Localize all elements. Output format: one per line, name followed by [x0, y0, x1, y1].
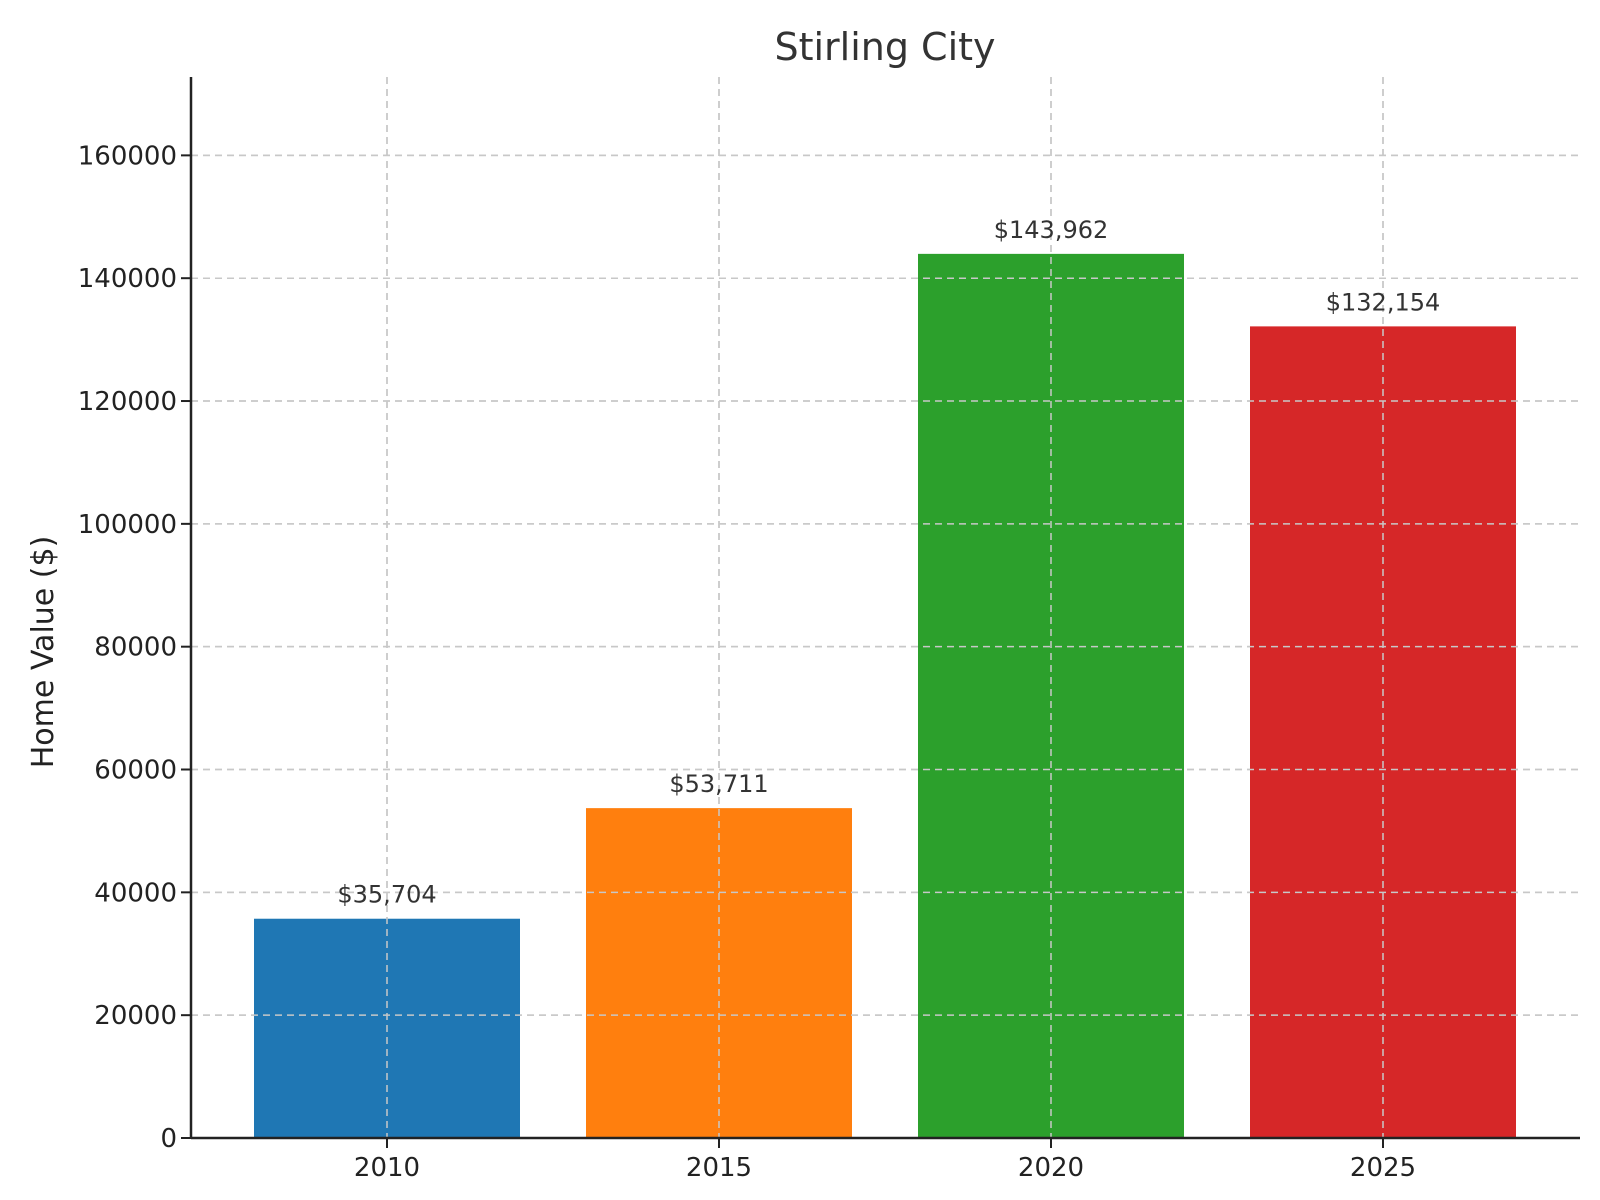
y-tick-label-160000: 160000 — [78, 141, 177, 171]
chart-title: Stirling City — [774, 25, 995, 69]
data-label-2010: $35,704 — [337, 881, 436, 909]
x-tick-label-2015: 2015 — [686, 1153, 752, 1183]
y-tick-label-80000: 80000 — [94, 633, 177, 663]
axes — [181, 77, 1580, 1148]
x-tick-label-2010: 2010 — [354, 1153, 420, 1183]
y-tick-label-100000: 100000 — [78, 510, 177, 540]
y-tick-label-40000: 40000 — [94, 878, 177, 908]
y-tick-label-20000: 20000 — [94, 1001, 177, 1031]
y-tick-label-120000: 120000 — [78, 387, 177, 417]
y-axis-label: Home Value ($) — [26, 536, 61, 769]
y-tick-label-0: 0 — [160, 1124, 177, 1154]
data-label-2020: $143,962 — [994, 216, 1109, 244]
data-label-2015: $53,711 — [669, 770, 768, 798]
x-tick-label-2025: 2025 — [1350, 1153, 1416, 1183]
y-tick-label-140000: 140000 — [78, 264, 177, 294]
labels: 0 20000 40000 60000 80000 100000 120000 140000 1… — [78, 141, 1441, 1183]
data-label-2025: $132,154 — [1326, 288, 1441, 316]
y-tick-label-60000: 60000 — [94, 756, 177, 786]
bars — [191, 77, 1580, 1138]
x-tick-label-2020: 2020 — [1018, 1153, 1084, 1183]
